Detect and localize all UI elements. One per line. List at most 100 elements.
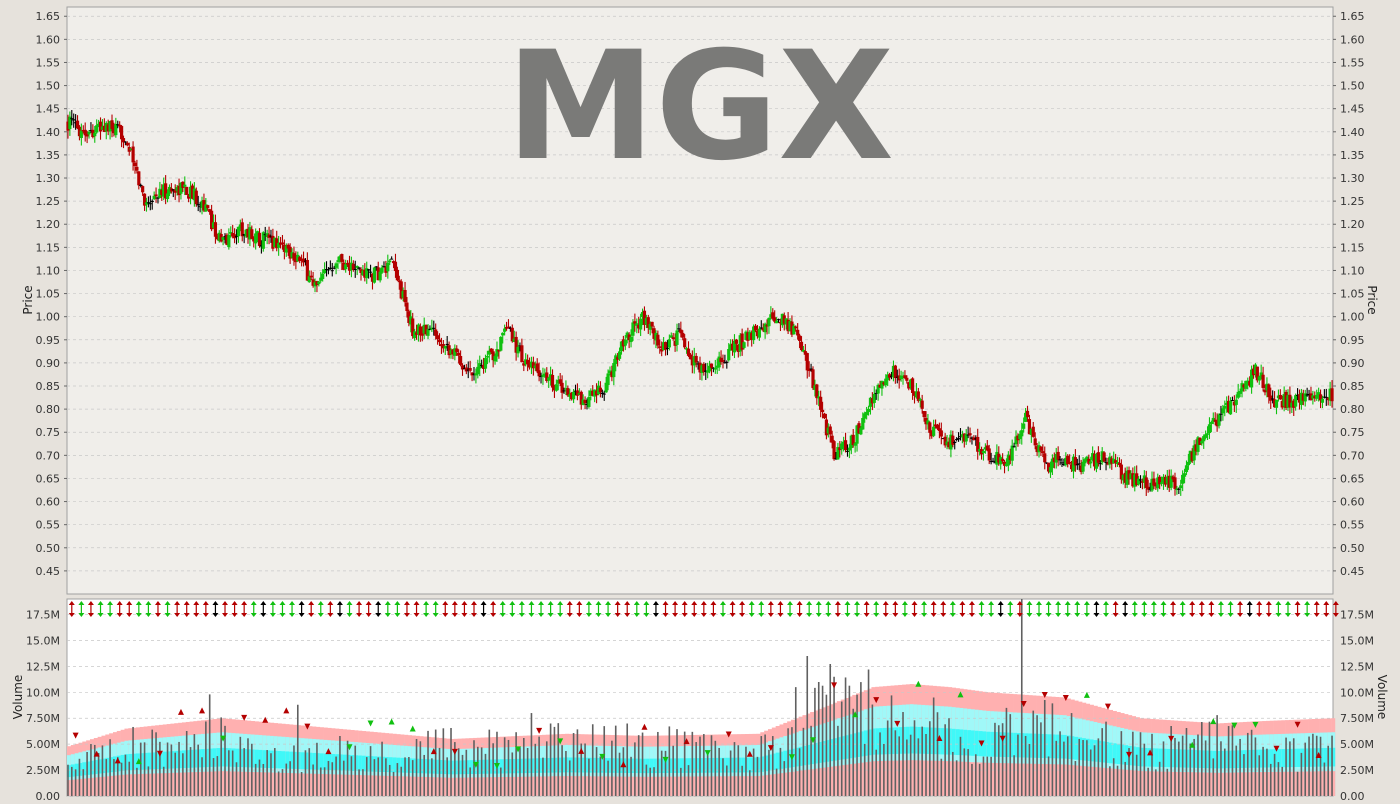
signal-arrow-up: [1304, 601, 1311, 605]
volume-marker: [1294, 721, 1301, 728]
ohlc-body: [374, 266, 378, 268]
signal-arrow-up: [1112, 601, 1119, 605]
signal-arrow-down: [911, 613, 918, 617]
volume-band: [404, 776, 409, 796]
volume-band: [1235, 750, 1240, 769]
volume-band: [480, 777, 485, 796]
ohlc-body: [520, 345, 524, 363]
signal-arrow-down: [107, 613, 114, 617]
signal-arrow-down: [806, 613, 813, 617]
volume-marker: [515, 746, 522, 753]
ohlc-body: [95, 125, 99, 133]
volume-band: [1024, 763, 1029, 796]
ohlc-body: [930, 431, 934, 437]
volume-band: [1055, 764, 1060, 796]
ohlc-body: [275, 238, 279, 249]
ohlc-body: [606, 373, 610, 386]
volume-marker: [957, 691, 964, 698]
volume-band: [227, 748, 233, 767]
volume-tick-label: 2.50M: [1340, 764, 1374, 777]
volume-band: [1223, 750, 1228, 769]
volume-band: [1097, 740, 1102, 763]
ohlc-body: [1138, 479, 1143, 481]
ohlc-body: [861, 417, 865, 430]
volume-band: [1028, 733, 1033, 758]
ohlc-body: [1071, 456, 1076, 472]
volume-band: [745, 757, 750, 773]
ohlc-body: [889, 375, 894, 377]
volume-band: [1158, 748, 1163, 767]
volume-band: [741, 776, 746, 796]
price-tick-label: 1.40: [1340, 126, 1365, 139]
signal-arrow-up: [1313, 601, 1320, 605]
signal-arrow-down: [1294, 613, 1301, 617]
volume-band: [1162, 771, 1167, 796]
price-tick-label: 1.15: [36, 241, 61, 254]
signal-arrow-down: [528, 613, 535, 617]
volume-band: [702, 758, 708, 773]
ohlc-body: [943, 436, 947, 446]
volume-band: [139, 753, 144, 770]
volume-band: [1223, 772, 1228, 796]
volume-band: [898, 727, 903, 754]
ohlc-body: [1098, 463, 1102, 465]
price-tick-label: 1.60: [36, 33, 61, 46]
ohlc-body: [884, 378, 888, 386]
volume-band: [587, 757, 593, 773]
volume-band: [932, 760, 937, 796]
ohlc-body: [430, 327, 434, 330]
ohlc-body: [688, 354, 693, 360]
ohlc-body: [866, 408, 871, 413]
volume-marker: [852, 711, 859, 718]
volume-band: [821, 741, 826, 763]
volume-marker: [367, 720, 374, 727]
ohlc-body: [474, 373, 478, 376]
volume-band: [1005, 763, 1010, 796]
ohlc-body: [1104, 461, 1108, 463]
ohlc-body: [1010, 445, 1014, 461]
ohlc-body: [571, 391, 576, 400]
ohlc-body: [1330, 388, 1334, 402]
ohlc-body: [531, 362, 535, 369]
ohlc-body: [85, 134, 89, 137]
signal-arrow-down: [1112, 613, 1119, 617]
ohlc-body: [1280, 401, 1284, 408]
ohlc-body: [1096, 452, 1100, 463]
volume-band: [886, 760, 891, 796]
ohlc-body: [1251, 368, 1256, 376]
ohlc-body: [192, 188, 196, 201]
ohlc-body: [874, 392, 878, 394]
ohlc-body: [1152, 478, 1156, 486]
ohlc-body: [420, 333, 424, 336]
signal-arrow-up: [499, 601, 506, 605]
volume-marker: [894, 720, 901, 727]
volume-band: [584, 757, 589, 773]
volume-band: [67, 765, 72, 778]
volume-band: [1074, 736, 1079, 760]
signal-arrow-up: [729, 601, 736, 605]
price-tick-label: 0.50: [1340, 542, 1365, 555]
ohlc-body: [933, 424, 938, 427]
volume-band: [902, 760, 907, 796]
ohlc-body: [481, 364, 486, 369]
signal-arrow-up: [269, 601, 276, 605]
volume-band: [948, 728, 953, 755]
ohlc-body: [979, 449, 984, 455]
ohlc-body: [865, 411, 869, 416]
price-tick-label: 0.50: [36, 542, 61, 555]
ohlc-body: [1240, 383, 1244, 392]
ohlc-body: [1008, 455, 1012, 460]
volume-band: [220, 747, 225, 767]
ohlc-body: [351, 263, 355, 270]
signal-arrow-down: [174, 613, 181, 617]
signal-arrow-up: [528, 601, 535, 605]
price-panel: MGX 0.450.500.550.600.650.700.750.800.85…: [21, 6, 1379, 595]
ohlc-body: [460, 365, 465, 370]
volume-band: [771, 753, 776, 770]
volume-band: [756, 757, 761, 773]
ohlc-body: [428, 328, 432, 330]
volume-band: [790, 771, 796, 796]
volume-band: [365, 755, 370, 772]
signal-arrow-down: [403, 613, 410, 617]
ohlc-body: [1081, 461, 1085, 472]
